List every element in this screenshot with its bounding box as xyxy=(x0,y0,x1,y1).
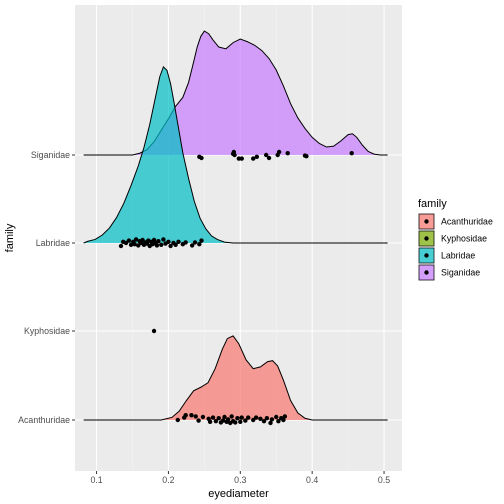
density-outline xyxy=(83,65,388,244)
data-point xyxy=(193,414,198,419)
data-point xyxy=(197,242,202,247)
legend: family Acanthuridae Kyphosidae Labridae Sig… xyxy=(418,198,493,281)
data-point xyxy=(154,243,160,248)
data-point xyxy=(263,152,269,158)
legend-label: Labridae xyxy=(441,251,475,261)
y-tick-label: Acanthuridae xyxy=(18,415,70,425)
data-point xyxy=(210,415,216,420)
data-point xyxy=(349,151,354,156)
data-point xyxy=(126,238,132,243)
data-point xyxy=(133,237,139,242)
y-axis-title: family xyxy=(4,223,16,252)
data-point xyxy=(173,242,178,247)
legend-item-acanthuridae: Acanthuridae xyxy=(418,213,493,230)
data-point xyxy=(232,152,237,158)
data-point xyxy=(213,419,219,424)
legend-label: Acanthuridae xyxy=(441,217,493,227)
density-ridges xyxy=(83,30,388,421)
data-point xyxy=(118,243,124,249)
data-point xyxy=(276,419,281,424)
x-tick-label: 0.2 xyxy=(162,475,174,485)
density-area xyxy=(83,335,388,420)
data-point xyxy=(239,415,244,420)
data-point xyxy=(176,239,181,244)
data-point xyxy=(216,416,221,421)
y-tick-label: Labridae xyxy=(36,238,70,248)
legend-item-siganidae: Siganidae xyxy=(418,264,480,281)
data-point xyxy=(196,418,201,423)
legend-item-kyphosidae: Kyphosidae xyxy=(418,230,487,247)
data-point xyxy=(166,239,171,244)
data-point xyxy=(132,242,137,247)
ridge-acanthuridae xyxy=(83,335,388,421)
x-axis: 0.1 0.2 0.3 0.4 0.5 xyxy=(90,471,390,485)
data-point xyxy=(161,237,166,242)
density-area xyxy=(83,66,388,243)
x-tick-label: 0.3 xyxy=(234,475,246,485)
data-point xyxy=(285,151,290,156)
data-point xyxy=(253,415,259,420)
data-point xyxy=(156,239,161,244)
x-tick-label: 0.1 xyxy=(90,475,102,485)
data-point xyxy=(238,419,243,424)
legend-key-point xyxy=(424,219,429,224)
data-point xyxy=(251,417,256,423)
data-point xyxy=(220,418,226,423)
legend-title: family xyxy=(418,198,447,210)
data-point xyxy=(233,420,238,425)
data-point xyxy=(222,414,227,420)
data-point xyxy=(276,149,282,155)
density-outline xyxy=(83,335,388,421)
data-point xyxy=(192,240,198,245)
data-point xyxy=(199,155,204,161)
data-point xyxy=(207,419,213,424)
data-point xyxy=(261,419,267,424)
x-axis-title: eyediameter xyxy=(208,488,269,500)
legend-key-point xyxy=(424,236,429,241)
x-tick-label: 0.4 xyxy=(306,475,318,485)
data-point xyxy=(254,154,260,159)
x-tick-label: 0.5 xyxy=(378,475,390,485)
data-point xyxy=(274,414,279,420)
y-axis: Acanthuridae Kyphosidae Labridae Siganidae xyxy=(18,150,75,425)
data-point xyxy=(159,242,164,247)
legend-item-labridae: Labridae xyxy=(418,247,475,264)
data-point xyxy=(282,414,288,419)
data-point xyxy=(239,156,244,161)
data-point xyxy=(269,417,275,422)
data-point xyxy=(251,156,256,161)
data-point xyxy=(183,240,188,245)
legend-key-point xyxy=(424,270,429,275)
data-point xyxy=(175,417,180,423)
y-tick-label: Siganidae xyxy=(31,150,70,160)
legend-label: Siganidae xyxy=(441,268,480,278)
density-area xyxy=(83,31,388,156)
data-point xyxy=(200,414,206,420)
data-point xyxy=(151,328,157,334)
data-point xyxy=(281,417,286,423)
data-point xyxy=(266,155,272,161)
data-point xyxy=(229,414,234,419)
data-point xyxy=(225,417,231,422)
jitter-points xyxy=(118,149,354,426)
data-point xyxy=(189,413,194,418)
data-point xyxy=(136,243,141,248)
data-point xyxy=(268,420,273,426)
data-point xyxy=(258,416,263,421)
y-tick-label: Kyphosidae xyxy=(24,326,70,336)
legend-key-point xyxy=(424,253,429,258)
data-point xyxy=(243,418,248,423)
data-point xyxy=(168,243,173,249)
data-point xyxy=(304,154,309,159)
data-point xyxy=(246,415,251,420)
data-point xyxy=(199,238,204,243)
data-point xyxy=(235,416,240,421)
data-point xyxy=(189,243,195,248)
legend-label: Kyphosidae xyxy=(441,234,487,244)
ridge-labridae xyxy=(83,65,388,244)
data-point xyxy=(264,416,270,421)
data-point xyxy=(183,413,188,418)
